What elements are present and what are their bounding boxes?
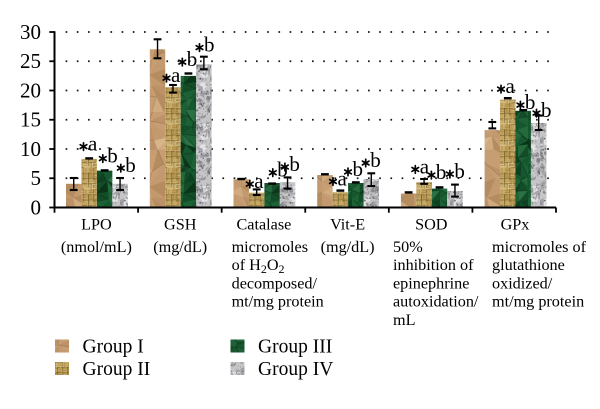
svg-text:(mg/dL): (mg/dL) <box>321 238 375 256</box>
svg-text:15: 15 <box>20 108 41 132</box>
svg-text:a: a <box>171 63 181 87</box>
svg-text:Group II: Group II <box>83 359 151 380</box>
svg-text:b: b <box>204 33 215 57</box>
svg-text:b: b <box>125 153 136 177</box>
svg-text:GPx: GPx <box>501 216 530 234</box>
svg-text:GSH: GSH <box>164 216 197 234</box>
svg-text:5: 5 <box>31 166 42 190</box>
svg-text:b: b <box>370 148 381 172</box>
svg-text:b: b <box>277 158 288 182</box>
svg-text:autoxidation/: autoxidation/ <box>393 293 479 311</box>
svg-text:b: b <box>187 47 198 71</box>
svg-text:a: a <box>338 166 348 190</box>
svg-text:of H2O2: of H2O2 <box>232 256 285 276</box>
svg-text:Group I: Group I <box>83 337 144 358</box>
svg-text:20: 20 <box>20 78 41 102</box>
svg-text:10: 10 <box>20 137 41 161</box>
svg-text:a: a <box>506 74 516 98</box>
svg-text:epinephrine: epinephrine <box>393 274 469 292</box>
svg-text:b: b <box>454 159 465 183</box>
svg-text:30: 30 <box>20 20 41 44</box>
svg-text:b: b <box>289 152 300 176</box>
svg-text:a: a <box>420 154 430 178</box>
svg-text:Group IV: Group IV <box>258 359 333 380</box>
svg-text:b: b <box>107 144 118 168</box>
svg-text:b: b <box>525 90 536 114</box>
svg-text:Group III: Group III <box>258 337 332 358</box>
svg-text:b: b <box>436 160 447 184</box>
svg-text:glutathione: glutathione <box>492 256 565 274</box>
svg-text:mt/mg protein: mt/mg protein <box>492 293 584 311</box>
svg-text:25: 25 <box>20 49 41 73</box>
svg-text:a: a <box>254 169 264 193</box>
svg-text:Vit-E: Vit-E <box>330 216 365 234</box>
svg-text:0: 0 <box>31 195 42 219</box>
svg-text:50%: 50% <box>393 238 423 256</box>
svg-text:mt/mg protein: mt/mg protein <box>232 293 324 311</box>
svg-text:a: a <box>88 132 98 156</box>
svg-text:Catalase: Catalase <box>236 216 291 234</box>
svg-text:LPO: LPO <box>81 216 112 234</box>
svg-text:(mg/dL): (mg/dL) <box>153 238 207 256</box>
svg-text:decomposed/: decomposed/ <box>232 274 318 292</box>
svg-text:SOD: SOD <box>415 216 448 234</box>
svg-text:(nmol/mL): (nmol/mL) <box>61 238 132 256</box>
svg-text:b: b <box>353 157 364 181</box>
svg-text:mL: mL <box>393 311 415 329</box>
svg-text:micromoles of: micromoles of <box>492 238 587 256</box>
svg-text:oxidized/: oxidized/ <box>492 274 553 292</box>
svg-text:inhibition of: inhibition of <box>393 256 474 274</box>
svg-text:b: b <box>541 98 552 122</box>
svg-text:micromoles: micromoles <box>232 238 308 256</box>
